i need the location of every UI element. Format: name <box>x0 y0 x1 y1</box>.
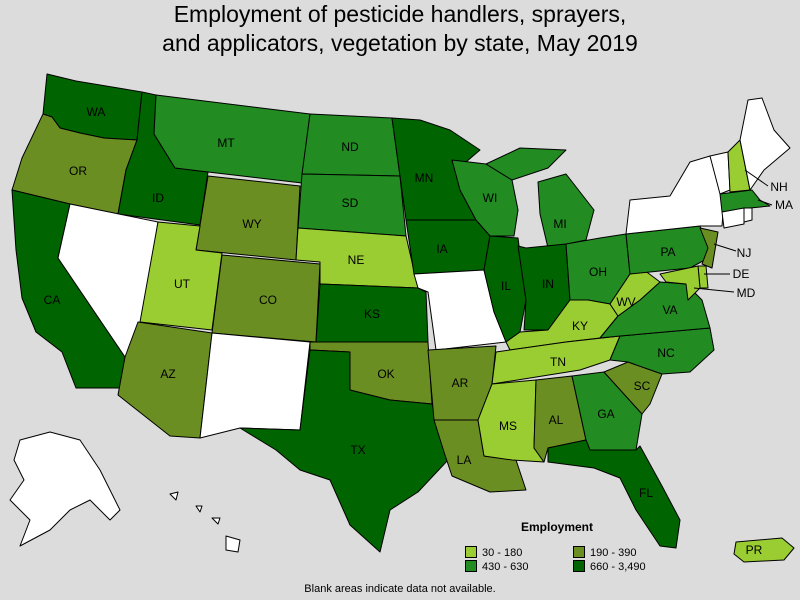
legend-swatch <box>465 546 477 558</box>
label-oh: OH <box>589 265 607 279</box>
label-sc: SC <box>634 379 651 393</box>
label-tn: TN <box>550 355 566 369</box>
label-ms: MS <box>499 419 517 433</box>
state-ri[interactable] <box>743 207 753 223</box>
label-nd: ND <box>341 140 359 154</box>
legend-item-190-390: 190 - 390 <box>573 546 636 559</box>
label-ga: GA <box>597 407 614 421</box>
state-md[interactable] <box>659 265 701 301</box>
label-wi: WI <box>483 191 498 205</box>
legend-label: 430 - 630 <box>482 561 529 573</box>
legend-label: 190 - 390 <box>590 547 637 559</box>
state-nj[interactable] <box>699 227 719 269</box>
map-title: Employment of pesticide handlers, spraye… <box>0 0 800 58</box>
state-ia[interactable] <box>405 219 491 275</box>
label-ut: UT <box>174 277 191 291</box>
state-tx[interactable] <box>239 349 449 553</box>
label-wy: WY <box>242 217 261 231</box>
label-wa: WA <box>87 105 106 119</box>
state-hi[interactable] <box>169 491 241 553</box>
label-ma: MA <box>775 198 793 212</box>
label-ky: KY <box>572 319 588 333</box>
state-nm[interactable] <box>199 332 311 439</box>
legend-item-660-3490: 660 - 3,490 <box>573 560 646 573</box>
label-al: AL <box>549 413 564 427</box>
label-co: CO <box>259 293 277 307</box>
label-nj: NJ <box>737 246 752 260</box>
label-de: DE <box>733 267 750 281</box>
label-leader-lines <box>693 169 773 293</box>
state-sc[interactable] <box>603 361 663 415</box>
state-ks[interactable] <box>315 283 429 343</box>
state-nc[interactable] <box>609 327 715 375</box>
legend-title: Employment <box>521 520 594 534</box>
label-il: IL <box>501 279 511 293</box>
label-wv: WV <box>616 295 635 309</box>
label-mi: MI <box>553 217 566 231</box>
state-ct[interactable] <box>721 207 745 229</box>
label-ok: OK <box>377 367 394 381</box>
label-ia: IA <box>436 242 447 256</box>
data-availability-note: Blank areas indicate data not available. <box>304 583 496 595</box>
label-fl: FL <box>639 486 653 500</box>
label-ks: KS <box>364 307 380 321</box>
legend-swatch <box>465 560 477 572</box>
state-ak[interactable] <box>9 431 121 547</box>
label-az: AZ <box>160 367 175 381</box>
legend-swatch <box>573 546 585 558</box>
label-ne: NE <box>348 253 365 267</box>
label-md: MD <box>737 286 756 300</box>
label-pa: PA <box>660 245 675 259</box>
label-in: IN <box>542 277 554 291</box>
legend-label: 30 - 180 <box>482 547 523 559</box>
label-mn: MN <box>415 171 434 185</box>
label-sd: SD <box>342 196 359 210</box>
legend-label: 660 - 3,490 <box>590 561 646 573</box>
label-or: OR <box>69 164 87 178</box>
label-ar: AR <box>452 376 469 390</box>
label-va: VA <box>662 303 677 317</box>
label-pr: PR <box>746 543 763 557</box>
title-line-1: Employment of pesticide handlers, spraye… <box>173 1 627 27</box>
legend-swatch <box>573 560 585 572</box>
label-nh: NH <box>770 180 787 194</box>
state-pr[interactable] <box>733 537 795 563</box>
legend-item-30-180: 30 - 180 <box>465 546 522 559</box>
state-ny[interactable] <box>625 155 725 235</box>
label-ca: CA <box>44 293 61 307</box>
label-mt: MT <box>217 136 235 150</box>
legend-item-430-630: 430 - 630 <box>465 560 528 573</box>
label-id: ID <box>152 191 164 205</box>
label-nc: NC <box>657 346 675 360</box>
title-line-2: and applicators, vegetation by state, Ma… <box>162 30 638 56</box>
state-me[interactable] <box>739 97 791 191</box>
label-tx: TX <box>350 443 365 457</box>
state-fl[interactable] <box>547 439 681 549</box>
label-la: LA <box>457 453 472 467</box>
